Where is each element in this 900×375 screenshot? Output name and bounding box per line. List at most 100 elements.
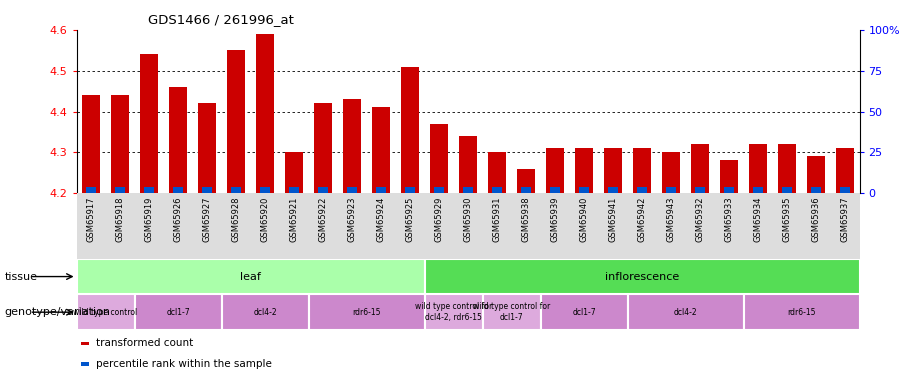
- Bar: [637, 188, 647, 193]
- Bar: [284, 152, 303, 193]
- Text: GSM65924: GSM65924: [376, 196, 385, 242]
- Text: rdr6-15: rdr6-15: [352, 308, 381, 316]
- Text: GSM65933: GSM65933: [724, 196, 733, 242]
- Bar: [202, 188, 212, 193]
- Bar: [376, 188, 386, 193]
- Bar: [429, 124, 448, 193]
- Text: rdr6-15: rdr6-15: [788, 308, 815, 316]
- Text: GSM65937: GSM65937: [841, 196, 850, 242]
- Bar: [724, 188, 734, 193]
- Bar: [743, 294, 860, 330]
- Bar: [144, 188, 154, 193]
- Bar: [405, 188, 415, 193]
- Bar: [720, 160, 738, 193]
- Bar: [198, 104, 216, 193]
- Text: GSM65932: GSM65932: [696, 196, 705, 242]
- Bar: [488, 152, 507, 193]
- Bar: [111, 95, 130, 193]
- Bar: [256, 34, 274, 193]
- Bar: [604, 148, 623, 193]
- Bar: [372, 108, 391, 193]
- Text: GSM65942: GSM65942: [637, 196, 646, 242]
- Text: genotype/variation: genotype/variation: [4, 307, 111, 317]
- Bar: [459, 136, 477, 193]
- Bar: [221, 294, 309, 330]
- Bar: [782, 188, 792, 193]
- Text: GSM65936: GSM65936: [812, 196, 821, 242]
- Bar: [550, 188, 560, 193]
- Bar: [313, 104, 332, 193]
- Text: wild type control for
dcl4-2, rdr6-15: wild type control for dcl4-2, rdr6-15: [415, 303, 492, 322]
- Text: GSM65928: GSM65928: [231, 196, 240, 242]
- Bar: [752, 188, 763, 193]
- Text: tissue: tissue: [4, 272, 38, 282]
- Bar: [690, 144, 709, 193]
- Bar: [168, 87, 187, 193]
- Bar: [541, 294, 627, 330]
- Bar: [463, 188, 473, 193]
- Text: GSM65921: GSM65921: [290, 196, 299, 242]
- Bar: [400, 67, 419, 193]
- Text: GSM65917: GSM65917: [86, 196, 95, 242]
- Bar: [811, 188, 821, 193]
- Text: dcl1-7: dcl1-7: [572, 308, 596, 316]
- Bar: [227, 50, 246, 193]
- Bar: [115, 188, 125, 193]
- Bar: [835, 148, 854, 193]
- Bar: [134, 294, 221, 330]
- Text: GDS1466 / 261996_at: GDS1466 / 261996_at: [148, 13, 294, 26]
- Bar: [309, 294, 425, 330]
- Bar: [434, 188, 445, 193]
- Text: dcl4-2: dcl4-2: [253, 308, 277, 316]
- Text: GSM65938: GSM65938: [521, 196, 530, 242]
- Bar: [666, 188, 676, 193]
- Bar: [425, 294, 482, 330]
- Text: GSM65939: GSM65939: [551, 196, 560, 242]
- Bar: [289, 188, 299, 193]
- Text: dcl1-7: dcl1-7: [166, 308, 190, 316]
- Bar: [662, 152, 680, 193]
- Text: transformed count: transformed count: [96, 339, 194, 348]
- Text: GSM65929: GSM65929: [435, 196, 444, 242]
- Bar: [230, 188, 241, 193]
- Text: GSM65923: GSM65923: [347, 196, 356, 242]
- Bar: [482, 294, 541, 330]
- Text: GSM65922: GSM65922: [319, 196, 328, 242]
- Text: percentile rank within the sample: percentile rank within the sample: [96, 359, 272, 369]
- Bar: [86, 188, 96, 193]
- Text: GSM65943: GSM65943: [667, 196, 676, 242]
- Bar: [608, 188, 618, 193]
- Text: GSM65931: GSM65931: [492, 196, 501, 242]
- Bar: [260, 188, 270, 193]
- Text: GSM65940: GSM65940: [580, 196, 589, 242]
- Text: GSM65935: GSM65935: [782, 196, 791, 242]
- Bar: [778, 144, 796, 193]
- Bar: [627, 294, 743, 330]
- Text: leaf: leaf: [240, 272, 261, 282]
- Bar: [517, 169, 535, 193]
- Text: wild type control for
dcl1-7: wild type control for dcl1-7: [472, 303, 550, 322]
- Text: GSM65926: GSM65926: [174, 196, 183, 242]
- Bar: [82, 95, 101, 193]
- Bar: [579, 188, 590, 193]
- Bar: [521, 188, 531, 193]
- Text: GSM65934: GSM65934: [753, 196, 762, 242]
- Bar: [76, 294, 134, 330]
- Bar: [425, 259, 860, 294]
- Text: dcl4-2: dcl4-2: [674, 308, 698, 316]
- Text: GSM65927: GSM65927: [202, 196, 211, 242]
- Text: GSM65930: GSM65930: [464, 196, 472, 242]
- Bar: [806, 156, 825, 193]
- Bar: [633, 148, 652, 193]
- Text: GSM65920: GSM65920: [260, 196, 269, 242]
- Text: GSM65919: GSM65919: [145, 196, 154, 242]
- Bar: [840, 188, 850, 193]
- Bar: [173, 188, 184, 193]
- Bar: [749, 144, 768, 193]
- Text: GSM65925: GSM65925: [406, 196, 415, 242]
- Bar: [346, 188, 357, 193]
- Bar: [545, 148, 564, 193]
- Bar: [343, 99, 362, 193]
- Bar: [76, 259, 425, 294]
- Text: GSM65918: GSM65918: [115, 196, 124, 242]
